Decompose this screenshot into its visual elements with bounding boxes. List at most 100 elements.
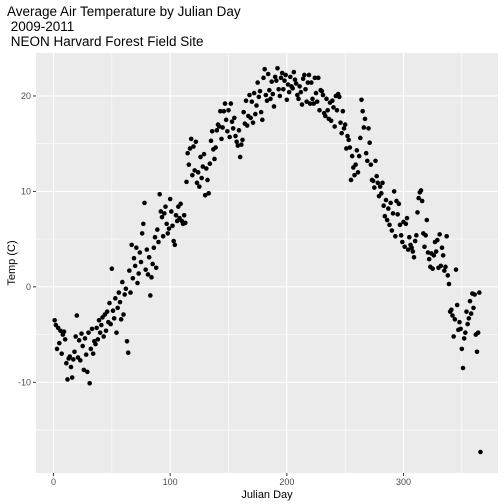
data-point <box>330 98 335 104</box>
data-point <box>74 313 80 318</box>
data-point <box>391 189 397 194</box>
data-point <box>171 238 176 244</box>
data-point <box>104 309 110 314</box>
data-point <box>153 265 159 271</box>
data-point <box>286 89 292 95</box>
data-point <box>307 101 313 106</box>
data-point <box>345 133 350 139</box>
data-point <box>184 179 189 185</box>
x-tick-label: 300 <box>396 477 411 487</box>
data-point <box>135 280 140 286</box>
data-point <box>190 172 195 178</box>
data-point <box>96 317 102 323</box>
data-point <box>383 197 389 203</box>
data-point <box>279 70 285 76</box>
data-point <box>457 319 462 325</box>
data-point <box>290 86 295 91</box>
data-point <box>450 313 455 318</box>
x-axis-title: Julian Day <box>241 489 293 501</box>
data-point <box>67 354 73 359</box>
data-point <box>214 128 220 133</box>
data-point <box>82 336 88 341</box>
data-point <box>471 305 476 311</box>
data-point <box>442 268 447 273</box>
data-point <box>155 227 160 232</box>
data-point <box>118 317 124 322</box>
data-point <box>201 151 207 157</box>
data-point <box>381 203 386 209</box>
data-point <box>388 200 393 206</box>
data-point <box>277 93 283 99</box>
x-axis-ticks: 0 100 200 300 <box>51 473 411 487</box>
data-point <box>363 150 369 156</box>
data-point <box>160 233 166 239</box>
data-point <box>267 87 272 93</box>
data-point <box>464 309 469 314</box>
data-point <box>314 99 320 104</box>
data-point <box>370 178 376 184</box>
data-point <box>131 255 137 261</box>
data-point <box>463 330 468 335</box>
data-point <box>239 142 244 147</box>
data-point <box>344 146 349 151</box>
data-point <box>223 117 229 123</box>
data-point <box>80 343 85 349</box>
data-point <box>255 80 260 85</box>
data-point <box>272 74 278 80</box>
data-point <box>304 99 309 104</box>
data-point <box>233 133 238 139</box>
data-point <box>423 233 428 238</box>
data-point <box>156 239 161 245</box>
data-point <box>81 367 87 373</box>
data-point <box>439 245 445 251</box>
data-point <box>433 249 439 254</box>
data-point <box>166 226 172 231</box>
data-point <box>136 271 141 276</box>
data-point <box>468 311 474 316</box>
data-point <box>178 201 183 207</box>
data-point <box>328 118 334 124</box>
data-point <box>282 78 287 83</box>
data-point <box>257 88 263 94</box>
data-point <box>444 233 449 239</box>
data-point <box>275 65 280 71</box>
data-point <box>107 300 112 306</box>
data-point <box>414 233 419 238</box>
data-point <box>372 185 377 190</box>
data-point <box>356 153 362 159</box>
data-point <box>449 307 454 313</box>
data-point <box>141 221 146 227</box>
data-point <box>132 263 138 269</box>
data-point <box>73 334 78 339</box>
data-point <box>243 98 249 104</box>
data-point <box>130 275 136 281</box>
data-point <box>137 250 143 255</box>
data-point <box>90 351 96 356</box>
data-point <box>263 92 269 98</box>
data-point <box>186 162 192 167</box>
data-point <box>218 108 223 114</box>
y-tick-label: -10 <box>18 377 31 387</box>
data-point <box>220 125 225 130</box>
data-point <box>467 298 473 304</box>
data-point <box>187 146 193 151</box>
data-point <box>332 124 337 129</box>
data-point <box>142 200 147 206</box>
data-point <box>262 66 267 72</box>
data-point <box>197 184 202 189</box>
data-point <box>475 330 481 335</box>
data-point <box>320 92 326 98</box>
data-point <box>72 349 77 355</box>
data-point <box>365 158 370 164</box>
data-point <box>342 122 348 127</box>
data-point <box>95 337 101 342</box>
data-point <box>443 264 448 270</box>
data-point <box>361 125 367 130</box>
data-point <box>281 86 286 92</box>
data-point <box>143 267 148 272</box>
data-point <box>303 86 308 92</box>
data-point <box>150 261 155 267</box>
data-point <box>125 350 131 356</box>
data-point <box>415 210 420 215</box>
data-point <box>319 88 325 94</box>
